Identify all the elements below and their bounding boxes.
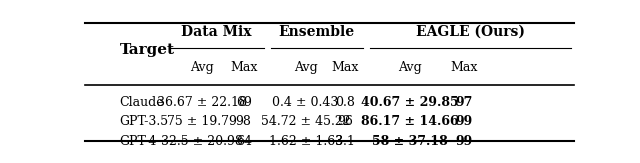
Text: Avg: Avg [189,61,213,74]
Text: 3.1: 3.1 [335,135,355,148]
Text: 0.4 ± 0.43: 0.4 ± 0.43 [273,96,339,109]
Text: 75 ± 19.79: 75 ± 19.79 [166,115,236,128]
Text: 69: 69 [236,96,252,109]
Text: 64: 64 [236,135,252,148]
Text: 0.8: 0.8 [335,96,355,109]
Text: Max: Max [230,61,257,74]
Text: 99: 99 [456,115,473,128]
Text: 58 ± 37.18: 58 ± 37.18 [372,135,448,148]
Text: EAGLE (Ours): EAGLE (Ours) [416,25,525,39]
Text: 32.5 ± 20.98: 32.5 ± 20.98 [161,135,243,148]
Text: 99: 99 [456,135,473,148]
Text: 36.67 ± 22.18: 36.67 ± 22.18 [157,96,246,109]
Text: 86.17 ± 14.66: 86.17 ± 14.66 [361,115,459,128]
Text: Max: Max [451,61,478,74]
Text: 96: 96 [337,115,353,128]
Text: 97: 97 [456,96,473,109]
Text: GPT-4: GPT-4 [120,135,157,148]
Text: Max: Max [332,61,359,74]
Text: Claude: Claude [120,96,164,109]
Text: Data Mix: Data Mix [181,25,252,39]
Text: 98: 98 [236,115,252,128]
Text: GPT-3.5: GPT-3.5 [120,115,169,128]
Text: Avg: Avg [398,61,422,74]
Text: 40.67 ± 29.85: 40.67 ± 29.85 [361,96,459,109]
Text: Ensemble: Ensemble [279,25,355,39]
Text: 54.72 ± 45.22: 54.72 ± 45.22 [261,115,351,128]
Text: 1.62 ± 1.63: 1.62 ± 1.63 [269,135,343,148]
Text: Avg: Avg [294,61,317,74]
Text: Target: Target [120,43,175,57]
